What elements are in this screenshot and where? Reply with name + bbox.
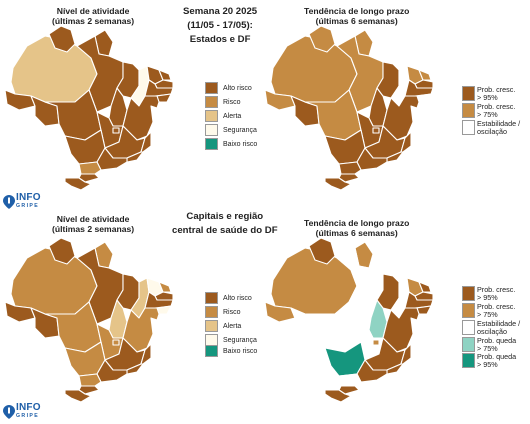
- legend-swatch: [462, 353, 475, 368]
- legend-item-risco: Risco: [205, 306, 241, 318]
- legend-swatch: [462, 303, 475, 318]
- state-rr: [308, 25, 336, 53]
- location-pin-icon: [3, 195, 15, 209]
- top-trend-title: Tendência de longo prazo (últimas 6 sema…: [304, 6, 410, 26]
- brazil-states-svg: [264, 25, 434, 191]
- state-sc: [338, 173, 360, 183]
- map-top-activity: [4, 25, 175, 196]
- state-rs: [64, 389, 92, 403]
- location-pin-icon: [3, 405, 15, 419]
- state-rr: [48, 25, 76, 53]
- legend-item-prob-cresc-95: Prob. cresc. > 95%: [462, 286, 515, 302]
- state-rn: [418, 281, 432, 293]
- legend-swatch: [205, 320, 218, 332]
- map-top-trend: [264, 25, 435, 196]
- state-rs: [324, 177, 352, 191]
- state-rs: [64, 177, 92, 191]
- legend-item-risco: Risco: [205, 96, 241, 108]
- legend-item-alto-risco: Alto risco: [205, 292, 252, 304]
- legend-item-prob-cresc-75: Prob. cresc. > 75%: [462, 303, 515, 319]
- state-df: [112, 127, 120, 134]
- state-sp: [356, 359, 388, 383]
- state-es: [140, 343, 152, 365]
- state-sp: [96, 147, 128, 171]
- legend-item-estabilidade: Estabilidade / oscilação: [462, 320, 520, 336]
- state-rr: [308, 237, 336, 265]
- legend-swatch: [205, 82, 218, 94]
- bottom-trend-title: Tendência de longo prazo (últimas 6 sema…: [304, 218, 410, 238]
- legend-item-alto-risco: Alto risco: [205, 82, 252, 94]
- legend-item-seguranca: Segurança: [205, 124, 257, 136]
- legend-item-prob-queda-75: Prob. queda > 75%: [462, 337, 516, 353]
- legend-swatch: [462, 103, 475, 118]
- state-pr: [78, 161, 102, 175]
- state-rn: [158, 281, 172, 293]
- legend-swatch: [462, 120, 475, 135]
- legend-swatch: [205, 96, 218, 108]
- legend-item-prob-cresc-75: Prob. cresc. > 75%: [462, 103, 515, 119]
- legend-swatch: [462, 337, 475, 352]
- legend-swatch: [205, 124, 218, 136]
- legend-swatch: [462, 320, 475, 335]
- legend-swatch: [462, 86, 475, 101]
- state-sc: [338, 385, 360, 395]
- infogripe-logo-bottom: INFO GRIPE: [3, 403, 41, 420]
- brazil-states-svg: [4, 237, 174, 403]
- legend-swatch: [205, 306, 218, 318]
- legend-item-baixo-risco: Baixo risco: [205, 345, 257, 357]
- legend-swatch: [205, 110, 218, 122]
- state-df: [372, 127, 380, 134]
- legend-item-prob-queda-95: Prob. queda > 95%: [462, 353, 516, 369]
- state-rn: [158, 69, 172, 81]
- map-bottom-trend: [264, 237, 435, 408]
- brazil-states-svg: [4, 25, 174, 191]
- state-sp: [96, 359, 128, 383]
- legend-item-alerta: Alerta: [205, 320, 241, 332]
- legend-item-baixo-risco: Baixo risco: [205, 138, 257, 150]
- state-df: [372, 339, 380, 346]
- state-sc: [78, 173, 100, 183]
- map-bottom-activity: [4, 237, 175, 408]
- infogripe-logo-top: INFO GRIPE: [3, 193, 41, 210]
- bottom-activity-title: Nível de atividade (últimas 2 semanas): [52, 214, 135, 234]
- legend-item-alerta: Alerta: [205, 110, 241, 122]
- state-pr: [338, 373, 362, 387]
- state-rr: [48, 237, 76, 265]
- legend-swatch: [205, 345, 218, 357]
- legend-swatch: [205, 138, 218, 150]
- state-pr: [338, 161, 362, 175]
- state-sp: [356, 147, 388, 171]
- state-es: [400, 131, 412, 153]
- state-sc: [78, 385, 100, 395]
- state-rs: [324, 389, 352, 403]
- top-center-title: Semana 20 2025 (11/05 - 17/05): Estados …: [183, 6, 258, 45]
- top-activity-title: Nível de atividade (últimas 2 semanas): [52, 6, 135, 26]
- state-rn: [418, 69, 432, 81]
- brazil-states-svg: [264, 237, 434, 403]
- bottom-center-title: Capitais e região central de saúde do DF: [172, 211, 278, 236]
- legend-swatch: [462, 286, 475, 301]
- legend-swatch: [205, 292, 218, 304]
- state-df: [112, 339, 120, 346]
- state-es: [400, 343, 412, 365]
- state-es: [140, 131, 152, 153]
- legend-item-prob-cresc-95: Prob. cresc. > 95%: [462, 86, 515, 102]
- legend-item-estabilidade: Estabilidade / oscilação: [462, 120, 520, 136]
- state-pr: [78, 373, 102, 387]
